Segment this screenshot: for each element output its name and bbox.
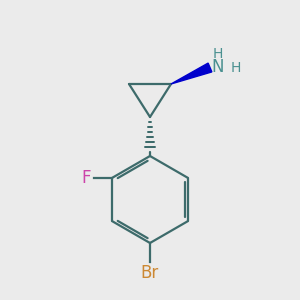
Text: H: H: [212, 47, 223, 61]
Text: Br: Br: [141, 264, 159, 282]
Text: F: F: [82, 169, 91, 187]
Text: N: N: [211, 58, 224, 76]
Text: H: H: [231, 61, 242, 74]
Polygon shape: [171, 63, 212, 84]
